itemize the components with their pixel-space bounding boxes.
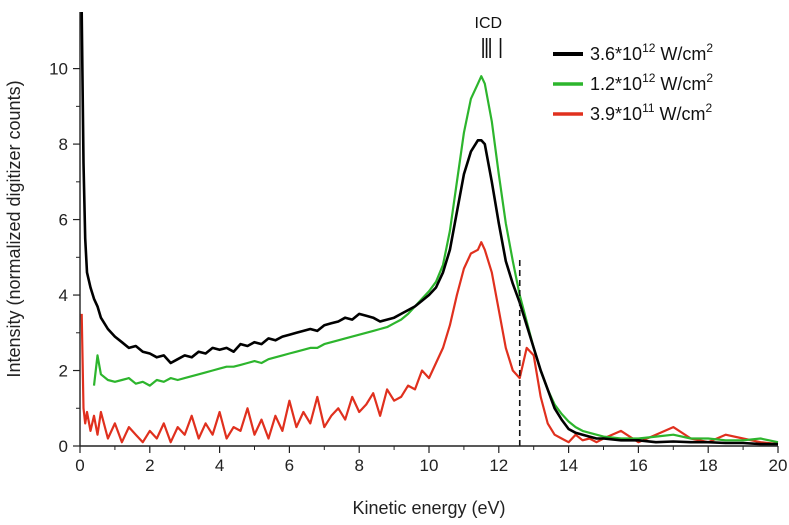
legend-superscript: 12 [642, 71, 656, 85]
y-tick-label: 10 [49, 60, 68, 79]
legend-text-part: W/cm [655, 74, 706, 94]
legend-superscript: 2 [706, 101, 713, 115]
legend-superscript: 11 [642, 101, 655, 115]
axes: 0 2 4 6 8 10 12 14 16 18 20 0 2 4 6 8 10 Kinetic energy (… [4, 12, 787, 518]
x-tick-label: 0 [75, 456, 84, 475]
annotation-label: ICD [475, 15, 503, 32]
legend-label-2: 3.9*1011 W/cm2 [590, 101, 713, 124]
series-line-1 [92, 75, 779, 444]
x-axis-title: Kinetic energy (eV) [352, 498, 505, 518]
x-tick-label: 12 [489, 456, 508, 475]
series-line-0 [80, 11, 778, 446]
plot-lines [80, 11, 779, 446]
legend-superscript: 2 [706, 71, 713, 85]
x-tick-label: 18 [699, 456, 718, 475]
legend-label-0: 3.6*1012 W/cm2 [590, 41, 713, 64]
y-tick-label: 0 [59, 437, 68, 456]
legend-text-part: 3.6*10 [590, 44, 642, 64]
x-tick-label: 8 [354, 456, 363, 475]
legend-superscript: 2 [706, 41, 713, 55]
legend-text-part: 3.9*10 [590, 104, 642, 124]
y-tick-label: 6 [59, 211, 68, 230]
x-tick-label: 16 [629, 456, 648, 475]
y-tick-label: 8 [59, 135, 68, 154]
x-tick-label: 6 [285, 456, 294, 475]
legend-text-part: W/cm [655, 44, 706, 64]
x-tick-label: 14 [559, 456, 578, 475]
y-tick-label: 4 [59, 286, 68, 305]
y-tick-label: 2 [59, 362, 68, 381]
y-axis-title: Intensity (normalized digitizer counts) [4, 80, 24, 377]
legend-text-part: W/cm [655, 104, 706, 124]
annotations: ICD [475, 15, 521, 446]
x-tick-label: 20 [769, 456, 788, 475]
legend-text-part: 1.2*10 [590, 74, 642, 94]
series-line-2 [80, 241, 779, 446]
legend-superscript: 12 [642, 41, 656, 55]
x-tick-label: 10 [420, 456, 439, 475]
x-tick-label: 4 [215, 456, 224, 475]
legend-label-1: 1.2*1012 W/cm2 [590, 71, 713, 94]
x-tick-label: 2 [145, 456, 154, 475]
